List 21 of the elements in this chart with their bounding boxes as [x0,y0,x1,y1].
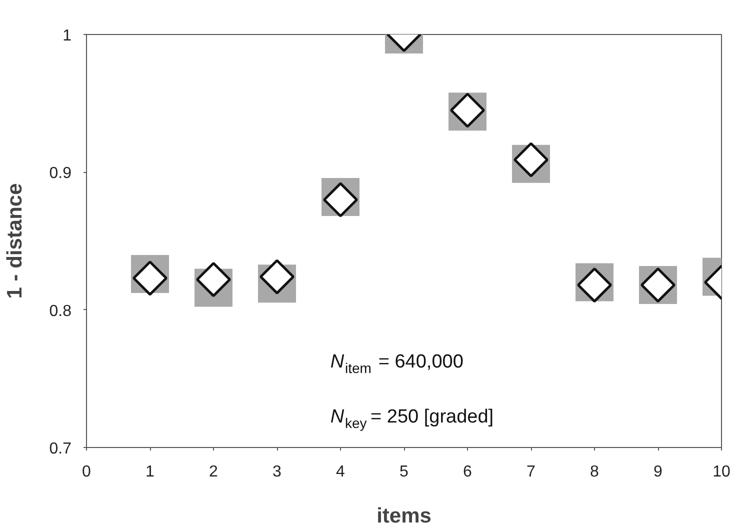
x-tick-label: 2 [209,464,218,480]
y-tick-label: 0.9 [49,165,72,182]
x-tick-label: 6 [463,464,472,480]
y-tick-label: 1 [62,28,72,44]
x-axis-title: items [376,504,432,528]
x-tick-label: 10 [712,464,730,480]
point [132,260,168,296]
point [259,259,295,294]
y-tick-label: 0.8 [49,302,72,320]
x-tick-label: 0 [82,464,92,480]
y-axis-title: 1 - distance [3,183,26,299]
x-tick-label: 7 [526,464,536,480]
x-tick-label: 8 [590,464,600,480]
y-tick-label: 0.7 [49,440,72,458]
x-tick-label: 3 [272,464,282,480]
point [513,142,549,178]
x-tick-label: 9 [654,464,663,480]
x-tick-label: 5 [400,464,409,480]
x-tick-label: 4 [336,464,346,480]
x-tick-label: 1 [146,464,155,480]
point [196,262,232,298]
